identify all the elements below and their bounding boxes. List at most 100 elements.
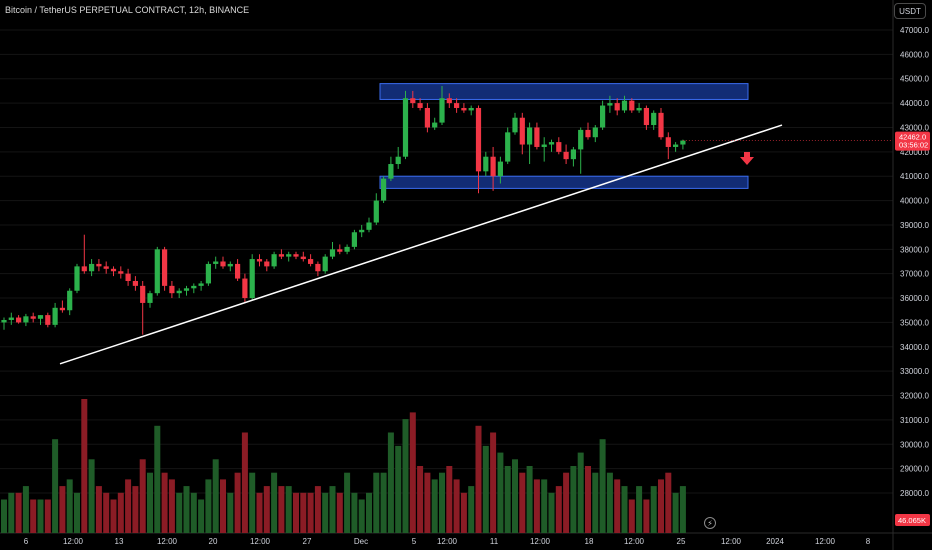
trendline bbox=[59, 124, 783, 365]
candle bbox=[585, 122, 591, 140]
candle-body bbox=[651, 112, 657, 126]
volume-bar bbox=[366, 492, 372, 533]
candle-body bbox=[23, 316, 29, 323]
chart-title: Bitcoin / TetherUS PERPETUAL CONTRACT, 1… bbox=[5, 5, 250, 15]
price-tick-label: 36000.0 bbox=[900, 294, 929, 303]
candle-body bbox=[74, 266, 80, 291]
candle-body bbox=[30, 316, 36, 319]
volume-bar bbox=[446, 466, 453, 533]
lightning-icon[interactable]: ⚡ bbox=[704, 517, 716, 529]
candle-body bbox=[183, 288, 190, 291]
candle bbox=[344, 244, 350, 255]
candle bbox=[147, 290, 153, 308]
candle bbox=[308, 254, 314, 267]
arrow-down-icon bbox=[740, 152, 754, 165]
candle bbox=[636, 103, 642, 113]
candle-body bbox=[402, 98, 409, 157]
volume-bar bbox=[263, 486, 270, 533]
candle-body bbox=[490, 156, 496, 177]
candle-body bbox=[89, 263, 95, 272]
volume-bar bbox=[168, 479, 175, 533]
volume-bar bbox=[533, 479, 540, 533]
candle-body bbox=[16, 317, 22, 323]
candle bbox=[67, 288, 73, 316]
candle-body bbox=[286, 254, 292, 257]
current-price-tag bbox=[895, 131, 930, 151]
candle-body bbox=[548, 142, 555, 145]
volume-bar bbox=[249, 472, 256, 533]
candle bbox=[373, 193, 379, 225]
candle bbox=[256, 254, 263, 267]
price-markers: 42462.003:56:02 46.065K bbox=[682, 131, 930, 526]
candle bbox=[527, 122, 533, 165]
candle bbox=[322, 254, 328, 274]
candle-body bbox=[344, 246, 350, 252]
candle-body bbox=[315, 263, 321, 272]
volume-bar bbox=[293, 492, 299, 533]
volume-bar bbox=[592, 472, 599, 533]
candle-body bbox=[213, 261, 219, 264]
candle-body bbox=[483, 156, 489, 172]
candle bbox=[556, 137, 562, 155]
candle bbox=[96, 259, 102, 272]
candle bbox=[125, 268, 131, 286]
candle-body bbox=[67, 290, 73, 311]
candle-body bbox=[446, 98, 452, 104]
volume-bar bbox=[278, 486, 285, 533]
candle-body bbox=[680, 140, 686, 145]
candle bbox=[154, 246, 160, 296]
volume-bar bbox=[44, 499, 51, 533]
candle-body bbox=[556, 142, 562, 152]
candle-body bbox=[278, 254, 284, 257]
candle-body bbox=[235, 263, 241, 279]
candle-body bbox=[132, 280, 138, 286]
candle-body bbox=[147, 293, 153, 303]
candle bbox=[432, 117, 438, 130]
price-tick-label: 46000.0 bbox=[900, 50, 929, 59]
volume-bar bbox=[402, 419, 409, 533]
candle bbox=[614, 98, 620, 116]
candle bbox=[89, 259, 95, 277]
volume-bar bbox=[307, 492, 314, 533]
volume-bar bbox=[387, 432, 394, 533]
candle bbox=[23, 313, 29, 327]
candle bbox=[286, 251, 292, 262]
volume-bar bbox=[103, 492, 110, 533]
volume-bar bbox=[577, 452, 584, 533]
candle bbox=[359, 224, 365, 238]
candle bbox=[132, 276, 138, 291]
candle-body bbox=[497, 161, 503, 177]
candle-body bbox=[59, 307, 65, 311]
volume-bar bbox=[285, 486, 292, 533]
candle-body bbox=[308, 259, 314, 264]
volume-bar bbox=[227, 492, 234, 533]
volume-bar bbox=[665, 472, 672, 533]
volume-bar bbox=[336, 492, 343, 533]
candle-body bbox=[461, 107, 467, 111]
current-price-countdown: 03:56:02 bbox=[899, 141, 928, 150]
candle-body bbox=[600, 105, 606, 128]
time-tick-label: 18 bbox=[585, 537, 594, 546]
volume-bars bbox=[1, 399, 686, 533]
candle-body bbox=[468, 107, 474, 111]
candle-body bbox=[621, 100, 628, 111]
volume-bar bbox=[373, 472, 380, 533]
price-tick-label: 41000.0 bbox=[900, 172, 929, 181]
candle bbox=[417, 98, 423, 111]
candle-body bbox=[658, 112, 664, 138]
candle bbox=[293, 251, 299, 260]
currency-button[interactable]: USDT bbox=[894, 3, 926, 19]
volume-bar bbox=[161, 472, 168, 533]
candle bbox=[227, 261, 233, 272]
candle bbox=[512, 112, 518, 135]
volume-bar bbox=[621, 486, 628, 533]
volume-bar bbox=[482, 445, 489, 533]
candle bbox=[162, 246, 168, 291]
volume-bar bbox=[679, 486, 686, 533]
candle-body bbox=[242, 278, 248, 299]
volume-bar bbox=[176, 492, 183, 533]
time-tick-label: 13 bbox=[115, 537, 124, 546]
candle-body bbox=[8, 317, 14, 320]
